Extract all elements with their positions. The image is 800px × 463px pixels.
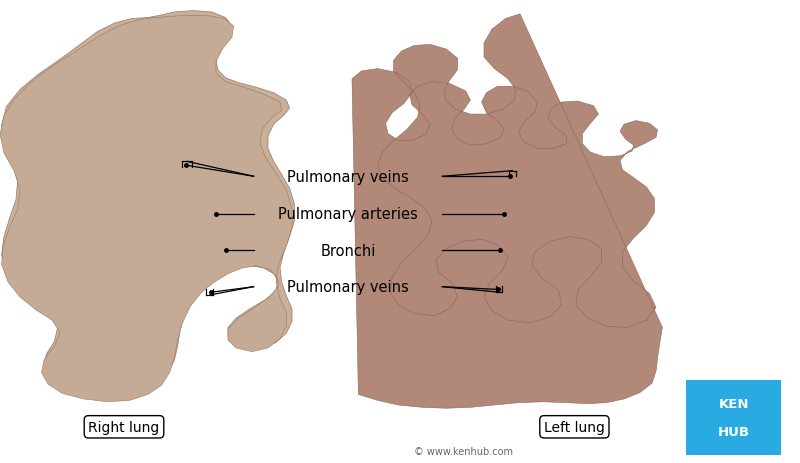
Text: Left lung: Left lung: [544, 420, 605, 434]
Polygon shape: [352, 15, 662, 408]
FancyBboxPatch shape: [686, 381, 781, 455]
Polygon shape: [2, 12, 294, 397]
Text: Right lung: Right lung: [88, 420, 160, 434]
Polygon shape: [0, 16, 292, 402]
Text: Pulmonary arteries: Pulmonary arteries: [278, 207, 418, 222]
Text: HUB: HUB: [718, 425, 750, 438]
Text: Pulmonary veins: Pulmonary veins: [287, 169, 409, 184]
Text: © www.kenhub.com: © www.kenhub.com: [414, 446, 514, 456]
Text: Pulmonary veins: Pulmonary veins: [287, 280, 409, 294]
Text: Bronchi: Bronchi: [320, 244, 376, 258]
Text: KEN: KEN: [718, 397, 749, 410]
